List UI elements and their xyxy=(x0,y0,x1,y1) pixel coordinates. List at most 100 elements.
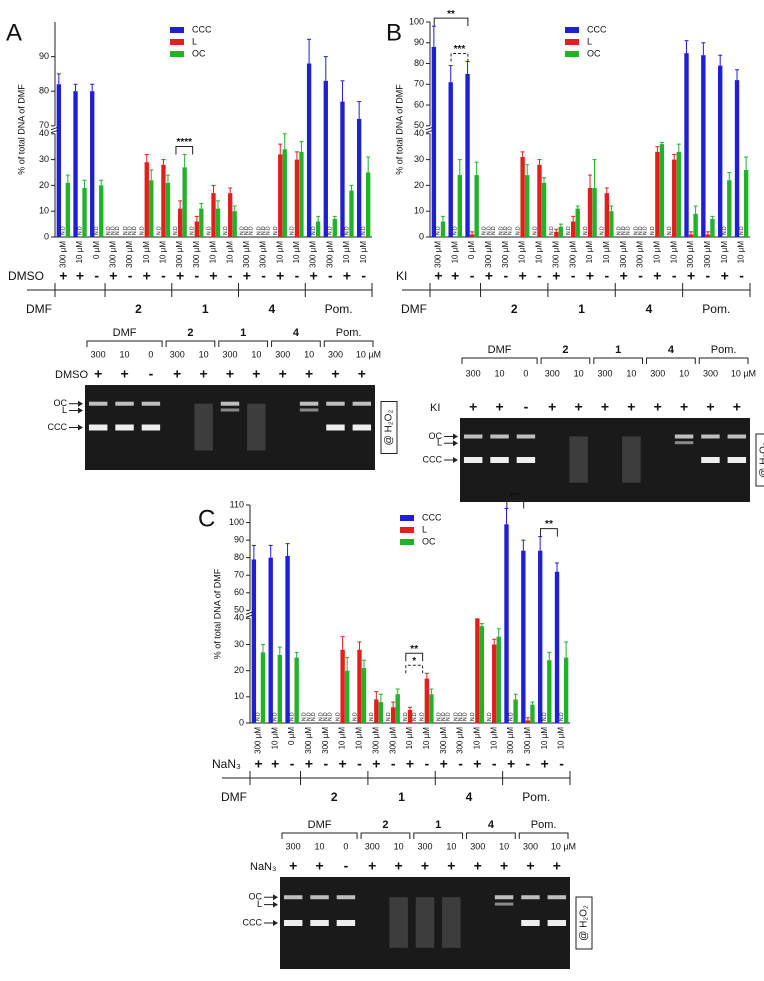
bar xyxy=(294,159,300,237)
gel-group-bracket xyxy=(466,832,516,839)
value-label: N.D xyxy=(508,712,514,721)
gel-concentration: 10 µM xyxy=(356,349,381,359)
x-tick-label: 10 µM xyxy=(669,241,678,264)
panel-label: C xyxy=(198,505,215,532)
sign: + xyxy=(372,756,380,772)
sign: - xyxy=(391,756,396,772)
gel-concentration: 10 xyxy=(574,368,584,378)
bar xyxy=(496,636,501,723)
bar xyxy=(520,157,525,237)
gel-concentration: 300 xyxy=(222,349,237,359)
value-label: N.D xyxy=(626,226,632,235)
y-tick-label: 50 xyxy=(414,120,424,130)
legend-label: CCC xyxy=(587,24,607,34)
gel-concentration: 0 xyxy=(523,368,528,378)
legend-swatch xyxy=(170,27,184,33)
sign: + xyxy=(76,268,84,284)
value-label: N.D xyxy=(94,226,100,235)
sign: - xyxy=(261,268,266,284)
x-tick-label: 10 µM xyxy=(159,241,168,264)
significance-bracket xyxy=(405,664,424,674)
bar xyxy=(688,234,694,237)
gel-sign: + xyxy=(279,366,287,382)
value-label: N.D xyxy=(667,226,673,235)
legend-label: L xyxy=(587,36,592,46)
legend-label: CCC xyxy=(422,512,442,522)
gel-band xyxy=(326,401,345,406)
gel-concentration: 300 xyxy=(703,368,718,378)
sign: - xyxy=(295,268,300,284)
bar xyxy=(592,187,597,237)
bar xyxy=(315,221,321,237)
value-label: N.D xyxy=(722,226,728,235)
y-tick-label: 70 xyxy=(414,79,424,89)
gel-arrowhead xyxy=(273,901,278,908)
gel-group-bracket xyxy=(218,340,269,347)
gel-concentration: 300 xyxy=(523,841,538,851)
gel-smear xyxy=(622,436,641,483)
bar xyxy=(554,231,559,237)
x-tick-label: 0 µM xyxy=(92,241,101,259)
value-label: N.D xyxy=(127,226,133,235)
legend-swatch xyxy=(170,39,184,45)
sign: - xyxy=(672,268,677,284)
bar xyxy=(457,175,462,237)
value-label: N.D xyxy=(223,226,229,235)
y-tick-label: 40 xyxy=(414,128,424,138)
y-tick-label: 20 xyxy=(39,180,49,190)
sign: + xyxy=(59,268,67,284)
sign: + xyxy=(143,268,151,284)
legend-swatch xyxy=(565,51,579,57)
bar xyxy=(440,221,446,237)
sign: + xyxy=(519,268,527,284)
value-label: N.D xyxy=(566,226,572,235)
bar xyxy=(710,218,715,237)
bar xyxy=(676,151,681,237)
value-label: N.D xyxy=(311,226,317,235)
value-label: N.D xyxy=(638,226,644,235)
gel-group-bracket xyxy=(593,357,644,364)
value-label: N.D xyxy=(323,712,329,721)
value-label: N.D xyxy=(633,226,639,235)
sign: + xyxy=(687,268,695,284)
gel-smear xyxy=(389,897,408,948)
bar xyxy=(182,167,187,237)
gel-arrowhead xyxy=(78,424,83,431)
bar xyxy=(390,707,396,723)
y-axis-label: % of total DNA of DMF xyxy=(394,84,404,175)
sign: - xyxy=(425,756,430,772)
gel-arrowhead xyxy=(273,894,278,901)
gel-band xyxy=(141,424,161,431)
gel-sign: + xyxy=(553,858,561,874)
bar xyxy=(659,144,665,237)
gel-band xyxy=(115,401,134,406)
value-label: N.D xyxy=(123,226,129,235)
gel-band-label: CCC xyxy=(423,454,443,464)
gel-sign: + xyxy=(368,858,376,874)
group-label: DMF xyxy=(221,790,247,804)
bar xyxy=(537,164,542,237)
sign: - xyxy=(638,268,643,284)
gel-group-label: 2 xyxy=(187,327,193,339)
gel-band xyxy=(352,424,372,431)
x-tick-label: 10 µM xyxy=(540,727,549,750)
bar xyxy=(718,65,723,237)
group-label: DMF xyxy=(401,302,427,316)
bar xyxy=(82,187,87,237)
bar xyxy=(727,180,732,237)
bar xyxy=(684,53,689,237)
value-label: N.D xyxy=(190,226,196,235)
gel-smear xyxy=(194,403,213,451)
gel-sign: + xyxy=(200,366,208,382)
value-label: N.D xyxy=(61,226,67,235)
gel-group-bracket xyxy=(165,340,216,347)
bar xyxy=(340,101,345,237)
sign: + xyxy=(109,268,117,284)
significance-bracket xyxy=(540,528,558,537)
gel-concentration: 10 xyxy=(446,841,456,851)
x-tick-label: 300 µM xyxy=(619,241,628,268)
value-label: N.D xyxy=(140,226,146,235)
gel-concentration: 300 xyxy=(365,841,380,851)
group-label: 1 xyxy=(578,302,585,316)
sign: - xyxy=(357,756,362,772)
